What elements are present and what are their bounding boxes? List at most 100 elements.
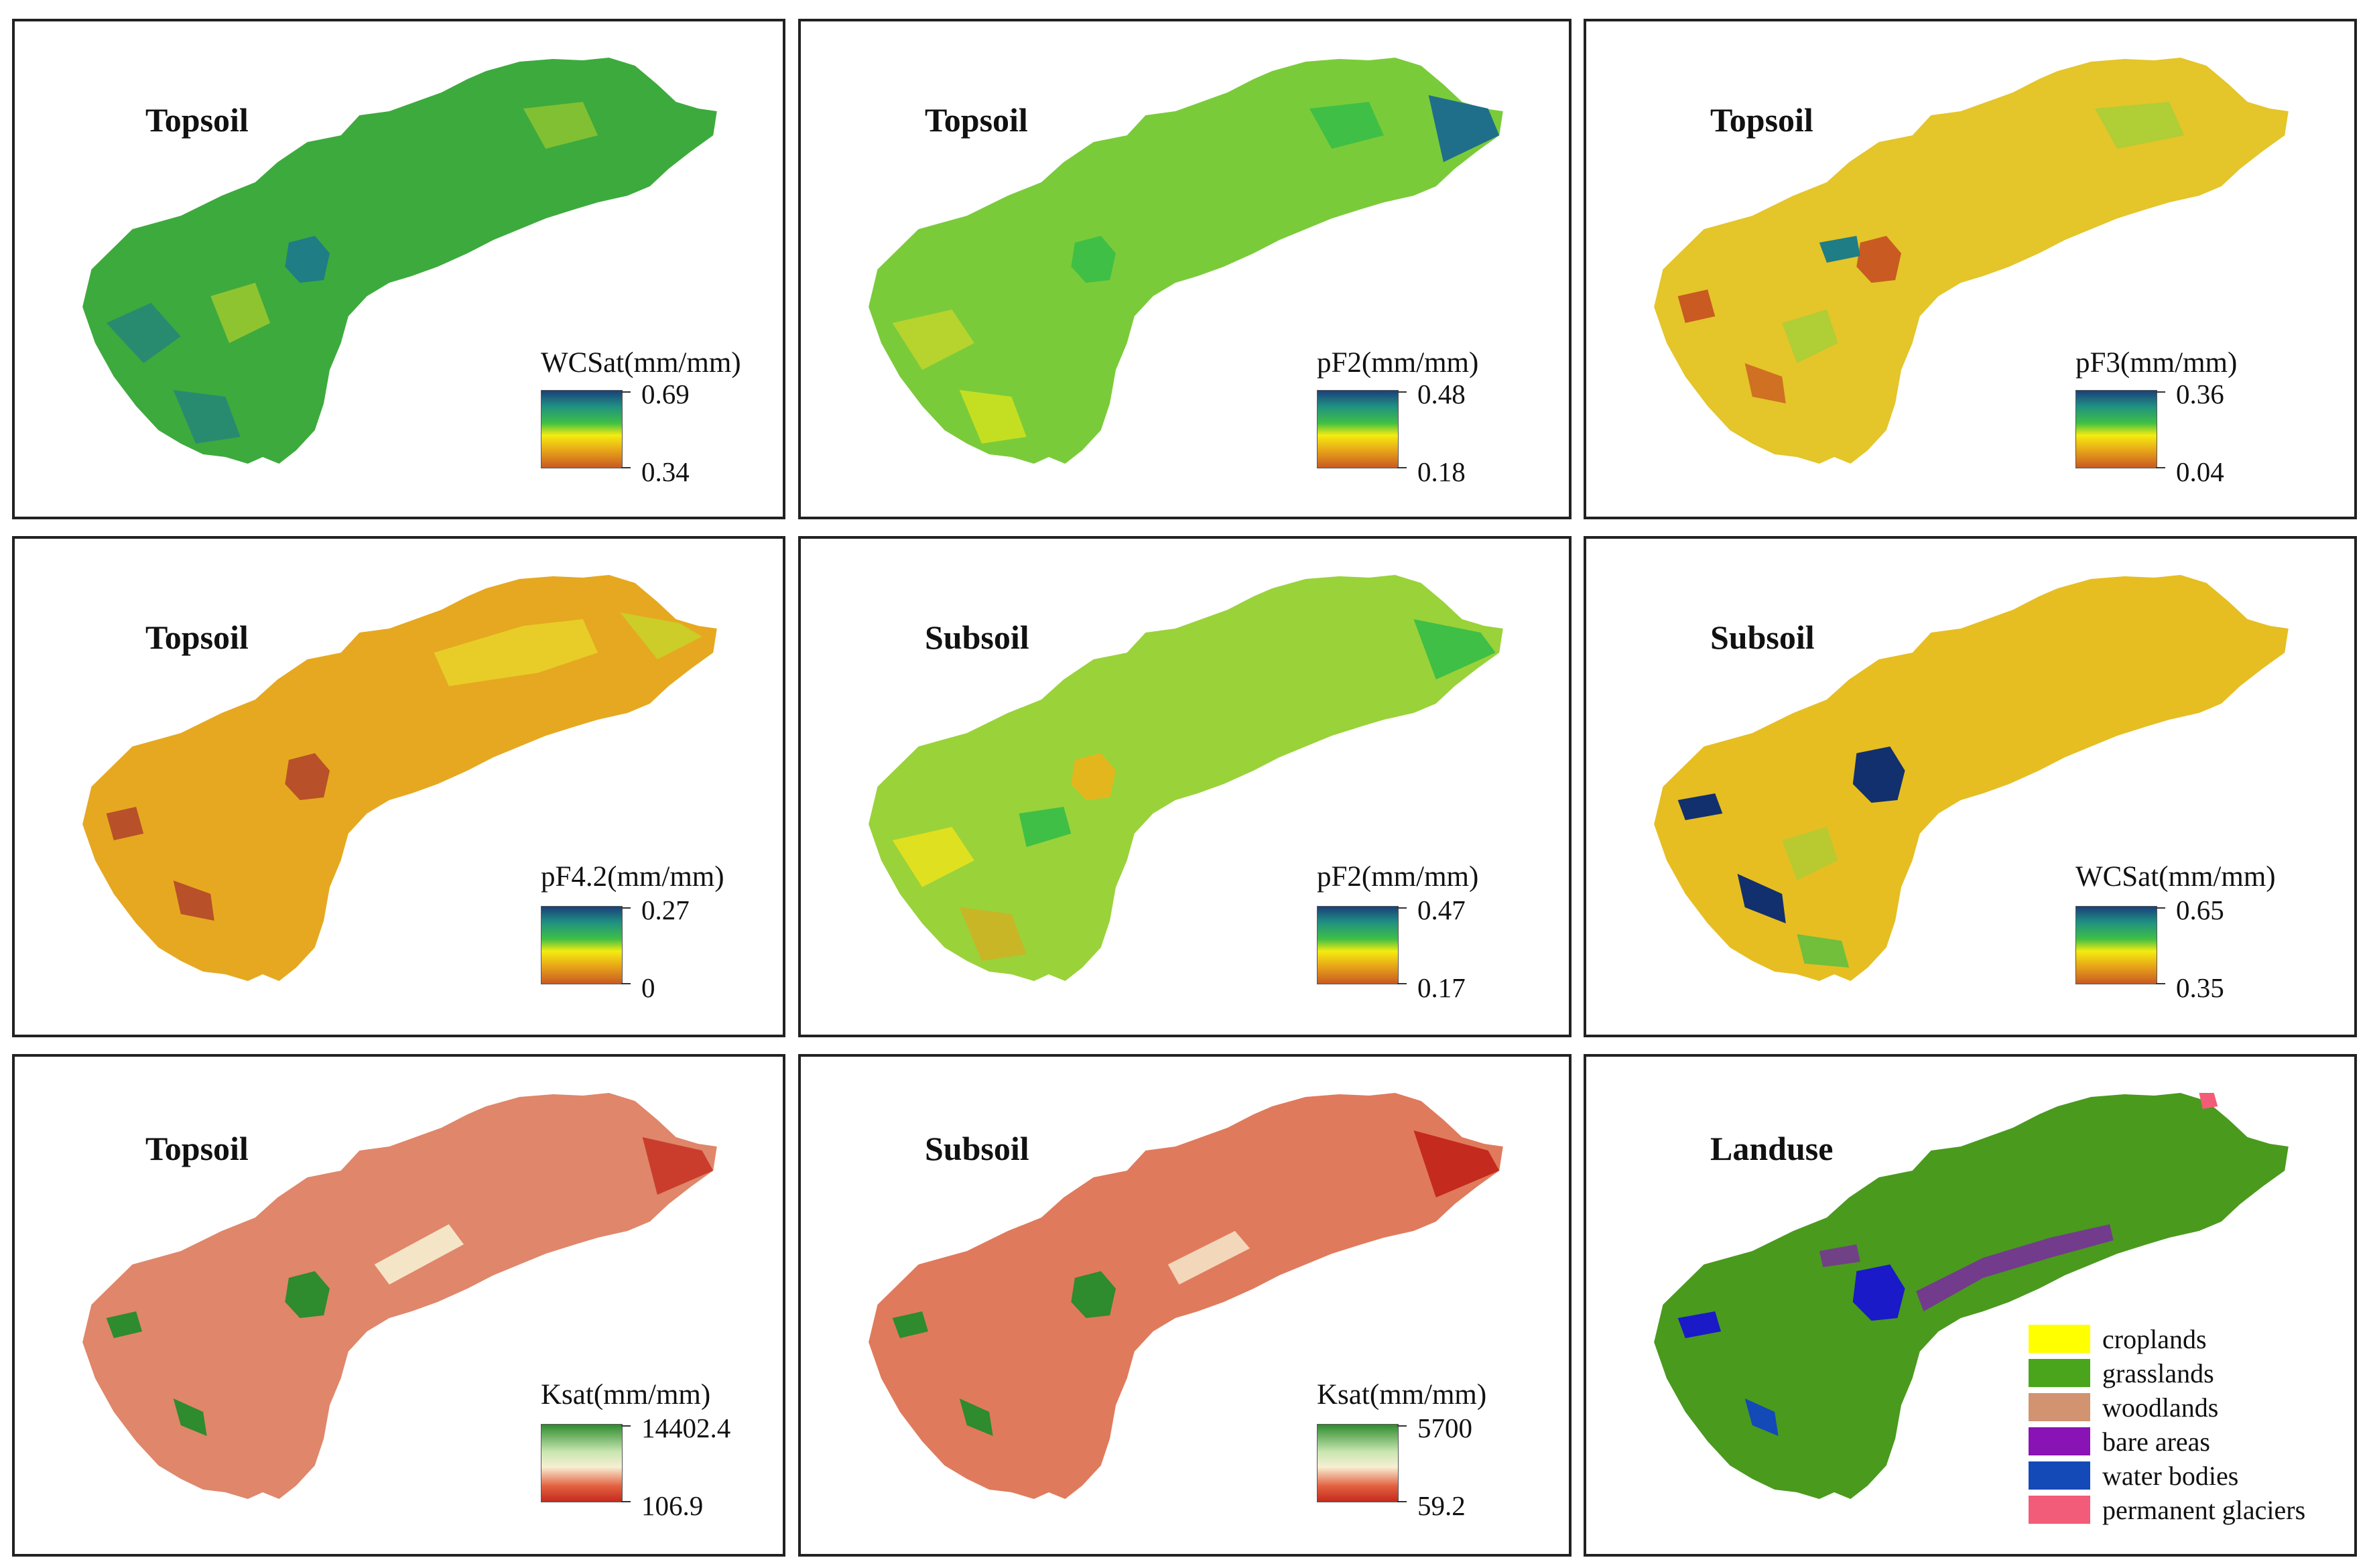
colorbar-tick (1397, 391, 1407, 393)
colorbar-max: 0.65 (2176, 895, 2224, 925)
map-patch-lake (285, 753, 330, 800)
colorbar (1317, 390, 1399, 468)
colorbar-min: 0.17 (1417, 972, 1466, 1003)
map-patch (1019, 807, 1072, 847)
legend-swatch-woodlands (2029, 1393, 2090, 1421)
map-patch (106, 807, 144, 840)
colorbar (541, 906, 623, 984)
map-panel-topsoil-pf2: Topsoil pF2(mm/mm) 0.48 0.18 (798, 19, 1572, 519)
legend-title: pF2(mm/mm) (1317, 347, 1479, 379)
legend-label-woodlands: woodlands (2102, 1392, 2219, 1423)
map-patch-lake (1071, 236, 1116, 283)
colorbar-max: 14402.4 (641, 1413, 731, 1443)
map-patch (210, 283, 271, 343)
map-patch-lake (285, 236, 330, 283)
panel-title: Topsoil (145, 1130, 249, 1167)
region-map (82, 1093, 717, 1499)
colorbar (541, 1424, 623, 1502)
region-map (1654, 58, 2289, 464)
map-panel-topsoil-pf3: Topsoil pF3(mm/mm) 0.36 0.04 (1584, 19, 2357, 519)
colorbar-min: 0.35 (2176, 972, 2224, 1003)
colorbar-tick (2156, 467, 2165, 468)
map-patch (1413, 619, 1496, 679)
landuse-legend: croplands grasslands woodlands bare area… (2029, 1324, 2337, 1526)
map-patch-lake (1852, 746, 1905, 803)
map-patch (173, 1398, 207, 1436)
colorbar (1317, 1424, 1399, 1502)
map-patch (892, 1311, 928, 1338)
colorbar-tick (2156, 907, 2165, 909)
panel-title: Subsoil (1710, 618, 1815, 656)
colorbar-tick (1397, 1501, 1407, 1502)
map-patch (1819, 1244, 1860, 1267)
map-patch-lake (285, 1271, 330, 1318)
colorbar-min: 106.9 (641, 1490, 704, 1521)
map-patch (374, 1224, 464, 1285)
colorbar-max: 0.27 (641, 895, 690, 925)
map-patch (1677, 1311, 1722, 1338)
colorbar-tick (621, 907, 631, 909)
map-patch (1737, 874, 1786, 923)
map-patch (1677, 289, 1716, 323)
map-patch-lake (1071, 753, 1116, 800)
colorbar-tick (621, 1425, 631, 1427)
region-map (1654, 1093, 2289, 1499)
map-patch (642, 1137, 714, 1195)
map-patch (1797, 934, 1850, 968)
colorbar-tick (621, 391, 631, 393)
map-patch (173, 390, 241, 444)
colorbar-min: 0.04 (2176, 456, 2224, 487)
map-patch (2094, 102, 2185, 149)
colorbar-tick (621, 983, 631, 984)
legend-title: pF4.2(mm/mm) (541, 861, 724, 893)
colorbar-min: 59.2 (1417, 1490, 1466, 1521)
map-patch (1428, 95, 1500, 162)
region-shape (869, 58, 1503, 464)
map-panel-topsoil-pf42: Topsoil pF4.2(mm/mm) 0.27 0 (12, 536, 785, 1037)
region-map (869, 575, 1503, 981)
map-patch (620, 612, 702, 659)
legend-title: pF3(mm/mm) (2075, 347, 2238, 379)
map-patch (959, 907, 1027, 961)
colorbar-tick (2156, 983, 2165, 984)
colorbar-max: 0.47 (1417, 895, 1466, 925)
panel-title: Subsoil (925, 1130, 1029, 1167)
panel-title: Topsoil (1710, 101, 1813, 139)
colorbar-tick (621, 467, 631, 468)
map-patch (434, 619, 598, 686)
map-patch (1744, 363, 1786, 403)
colorbar (2075, 390, 2157, 468)
map-patch (1309, 102, 1384, 149)
colorbar-min: 0.34 (641, 456, 690, 487)
colorbar (2075, 906, 2157, 984)
map-patch (523, 102, 598, 149)
map-patch (2199, 1093, 2218, 1109)
map-patch (959, 390, 1027, 444)
region-map (869, 1093, 1503, 1499)
map-panel-subsoil-pf2: Subsoil pF2(mm/mm) 0.47 0.17 (798, 536, 1572, 1037)
colorbar-max: 5700 (1417, 1413, 1472, 1443)
region-map (82, 58, 717, 464)
panel-title: Subsoil (925, 618, 1029, 656)
map-patch-lake (1856, 236, 1901, 283)
map-patch (959, 1398, 993, 1436)
legend-title: WCSat(mm/mm) (541, 347, 741, 379)
colorbar-max: 0.36 (2176, 379, 2224, 409)
region-map (869, 58, 1503, 464)
legend-title: pF2(mm/mm) (1317, 861, 1479, 893)
colorbar (541, 390, 623, 468)
legend-label-croplands: croplands (2102, 1324, 2207, 1354)
colorbar-tick (1397, 907, 1407, 909)
panel-title: Landuse (1710, 1130, 1834, 1167)
colorbar (1317, 906, 1399, 984)
map-panel-subsoil-wcsat: Subsoil WCSat(mm/mm) 0.65 0.35 (1584, 536, 2357, 1037)
legend-label-grasslands: grasslands (2102, 1358, 2214, 1388)
colorbar-tick (1397, 983, 1407, 984)
legend-swatch-grasslands (2029, 1359, 2090, 1387)
colorbar-tick (2156, 391, 2165, 393)
map-patch (1819, 236, 1860, 263)
region-shape (869, 1093, 1503, 1499)
legend-label-water-bodies: water bodies (2102, 1461, 2239, 1491)
region-map (1654, 575, 2289, 981)
panel-title: Topsoil (145, 101, 249, 139)
